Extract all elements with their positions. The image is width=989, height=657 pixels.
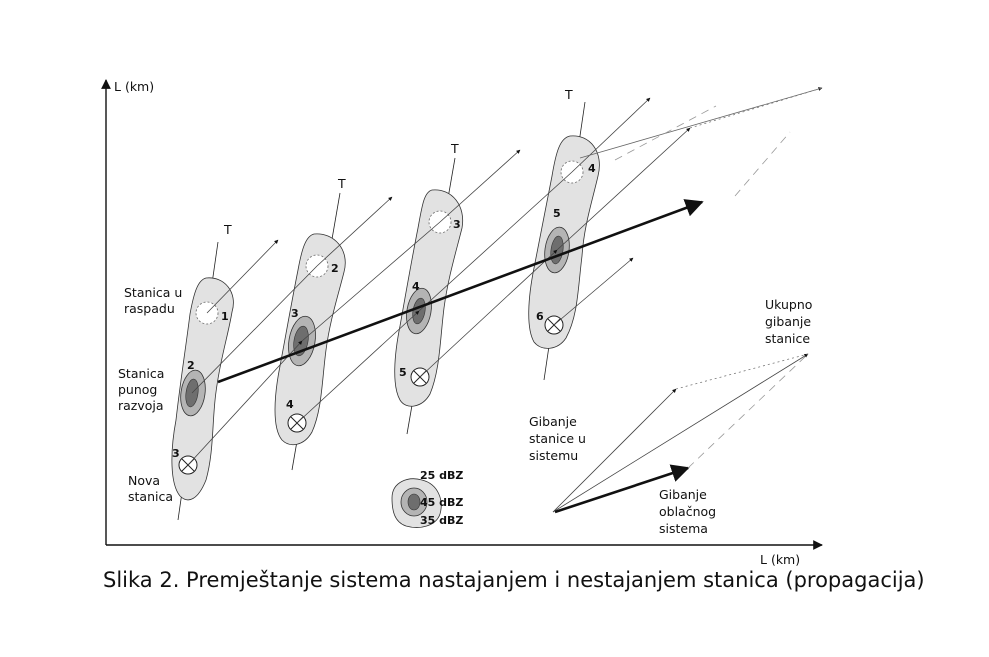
system-motion-label-line3: sistema xyxy=(659,521,708,536)
mature-cell-label-line1: Stanica xyxy=(118,366,164,381)
cell-motion-label-line2: stanice u xyxy=(529,431,586,446)
system-vector xyxy=(554,464,690,514)
cell-type-labels: Stanica u raspadu Stanica punog razvoja … xyxy=(118,285,182,504)
system-motion-label-line1: Gibanje xyxy=(659,487,707,502)
total-motion-label-line2: gibanje xyxy=(765,314,811,329)
total-motion-label-line1: Ukupno xyxy=(765,297,812,312)
mature-cell-label-line3: razvoja xyxy=(118,398,164,413)
cell-number-t4-mature: 5 xyxy=(553,207,561,220)
legend-25-dbz: 25 dBZ xyxy=(420,469,463,482)
system-motion-label-line2: oblačnog xyxy=(659,504,716,519)
new-cell-label-line2: stanica xyxy=(128,489,173,504)
y-axis-label: L (km) xyxy=(114,79,154,94)
legend-45-dbz: 45 dBZ xyxy=(420,496,463,509)
decaying-cell-label-line1: Stanica u xyxy=(124,285,182,300)
cell-number-t2-new: 4 xyxy=(286,398,294,411)
total-motion-vector xyxy=(552,353,809,513)
cell-motion-label-line3: sistemu xyxy=(529,448,578,463)
cell-number-t3-decaying: 3 xyxy=(453,218,461,231)
cell-number-t1-new: 3 xyxy=(172,447,180,460)
time-label-t1: T xyxy=(223,222,232,237)
time-step-t2: T 2 3 4 xyxy=(274,176,346,471)
cell-motion-label-line1: Gibanje xyxy=(529,414,577,429)
system-motion-arrow xyxy=(217,199,704,384)
time-step-t3: T 3 4 5 xyxy=(394,141,464,435)
cell-number-t2-mature: 3 xyxy=(291,307,299,320)
figure-caption: Slika 2. Premještanje sistema nastajanje… xyxy=(103,568,925,592)
cell-number-t3-mature: 4 xyxy=(412,280,420,293)
cell-number-t1-mature: 2 xyxy=(187,359,195,372)
cell-number-t4-decaying: 4 xyxy=(588,162,596,175)
cell-motion-vector xyxy=(552,388,677,513)
cell-number-t2-decaying: 2 xyxy=(331,262,339,275)
cell-number-t4-new: 6 xyxy=(536,310,544,323)
x-axis-label: L (km) xyxy=(760,552,800,567)
total-motion-label-line3: stanice xyxy=(765,331,810,346)
vector-decomposition: Ukupno gibanje stanice Gibanje stanice u… xyxy=(529,297,812,536)
time-step-t1: T 1 2 3 xyxy=(171,222,234,521)
new-cell-label-line1: Nova xyxy=(128,473,160,488)
mature-cell-label-line2: punog xyxy=(118,382,157,397)
cell-number-t3-new: 5 xyxy=(399,366,407,379)
cell-motion-arrows xyxy=(187,87,823,466)
time-label-t4: T xyxy=(564,87,573,102)
cell-number-t1-decaying: 1 xyxy=(221,310,229,323)
reflectivity-legend: 25 dBZ 45 dBZ 35 dBZ xyxy=(391,469,463,528)
legend-core-zone xyxy=(407,493,421,511)
time-step-t4: T 4 5 6 xyxy=(528,87,600,381)
legend-35-dbz: 35 dBZ xyxy=(420,514,463,527)
axes: L (km) L (km) xyxy=(101,79,823,567)
time-label-t2: T xyxy=(337,176,346,191)
time-label-t3: T xyxy=(450,141,459,156)
decaying-cell-label-line2: raspadu xyxy=(124,301,175,316)
